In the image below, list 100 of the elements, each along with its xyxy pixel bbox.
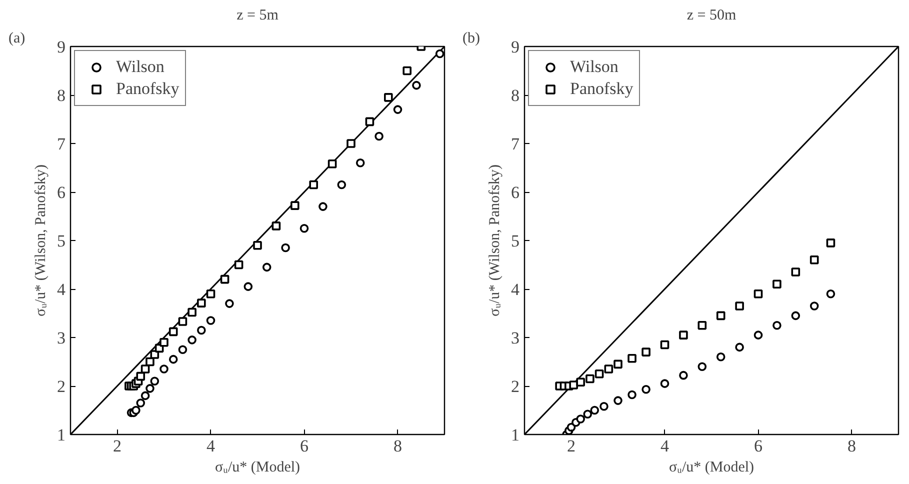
point: [328, 159, 337, 168]
point: [136, 372, 146, 381]
point: [146, 384, 154, 393]
y-tick-label: 1: [57, 426, 66, 444]
point: [614, 396, 622, 405]
x-axis-title: σᵤ/u* (Model): [214, 460, 300, 476]
point: [576, 414, 585, 424]
point: [772, 320, 782, 330]
x-tick-label: 8: [848, 436, 856, 456]
x-tick-label: 2: [113, 436, 122, 456]
point: [810, 255, 819, 264]
legend-label: Panofsky: [570, 79, 634, 99]
point: [160, 364, 168, 374]
point: [412, 80, 421, 90]
point: [356, 158, 365, 168]
y-tick-label: 5: [57, 232, 66, 250]
point: [178, 317, 188, 326]
point: [374, 132, 384, 141]
y-tick-label: 4: [57, 280, 66, 299]
point: [234, 260, 244, 270]
point: [197, 298, 206, 308]
x-tick-label: 4: [206, 436, 216, 456]
point: [168, 327, 178, 336]
point: [178, 345, 188, 354]
point: [262, 262, 272, 272]
point: [583, 410, 592, 419]
y-tick-label: 2: [57, 377, 66, 396]
y-tick-label: 3: [57, 328, 66, 348]
y-tick-label: 5: [511, 232, 520, 250]
point: [168, 354, 178, 364]
point: [590, 406, 600, 415]
point: [600, 402, 608, 411]
point: [272, 222, 281, 230]
point: [576, 378, 585, 387]
point: [136, 398, 146, 408]
point: [735, 342, 744, 352]
point: [140, 364, 150, 374]
point: [337, 180, 346, 190]
y-tick-label: 3: [511, 328, 520, 348]
point: [146, 357, 154, 366]
point: [754, 330, 763, 340]
point: [826, 289, 836, 298]
x-tick-label: 6: [300, 436, 308, 456]
y-axis-title: σᵤ/u* (Wilson, Panofsky): [487, 164, 503, 316]
y-axis-title: σᵤ/u* (Wilson, Panofsky): [33, 164, 49, 316]
text: (a): [8, 30, 26, 46]
x-tick-label: 6: [754, 436, 762, 456]
point: [679, 330, 688, 340]
point: [642, 348, 650, 356]
point: [569, 380, 578, 390]
x-tick-label: 4: [660, 436, 670, 456]
y-tick-label: 1: [511, 426, 520, 444]
legend-label: Wilson: [570, 57, 618, 77]
point: [346, 139, 356, 148]
point: [309, 180, 318, 190]
point: [698, 320, 707, 330]
chart-title: z = 50m: [686, 8, 736, 24]
y-tick-label: 8: [511, 86, 520, 105]
point: [754, 289, 763, 298]
y-tick-label: 4: [511, 280, 520, 299]
point: [810, 302, 819, 310]
point: [225, 299, 234, 308]
y-tick-label: 9: [511, 38, 520, 56]
point: [716, 352, 726, 362]
point: [160, 338, 168, 347]
point: [698, 362, 707, 371]
point: [660, 340, 670, 350]
point: [244, 282, 253, 291]
point: [642, 385, 650, 394]
y-tick-label: 7: [57, 134, 66, 154]
point: [281, 243, 290, 252]
point: [206, 289, 216, 298]
point: [614, 360, 622, 369]
point: [188, 308, 196, 317]
point: [253, 240, 262, 250]
point: [586, 374, 594, 384]
point: [402, 66, 412, 76]
x-axis-title: σᵤ/u* (Model): [668, 460, 754, 476]
y-tick-label: 7: [511, 134, 520, 154]
point: [604, 364, 614, 374]
point: [206, 316, 216, 325]
point: [290, 201, 300, 210]
point: [197, 326, 206, 335]
point: [365, 117, 374, 126]
y-tick-label: 9: [57, 38, 66, 56]
y-tick-label: 6: [57, 183, 66, 202]
x-tick-label: 2: [567, 436, 576, 456]
y-tick-label: 2: [511, 377, 520, 396]
point: [384, 93, 393, 102]
point: [735, 302, 744, 310]
point: [791, 268, 800, 276]
point: [826, 238, 836, 248]
point: [220, 274, 230, 284]
text: (b): [462, 30, 480, 46]
y-tick-label: 6: [511, 183, 520, 202]
point: [435, 49, 444, 58]
chart-title: z = 5m: [236, 8, 279, 24]
point: [132, 406, 140, 415]
legend-label: Panofsky: [116, 79, 180, 99]
point: [679, 370, 688, 380]
